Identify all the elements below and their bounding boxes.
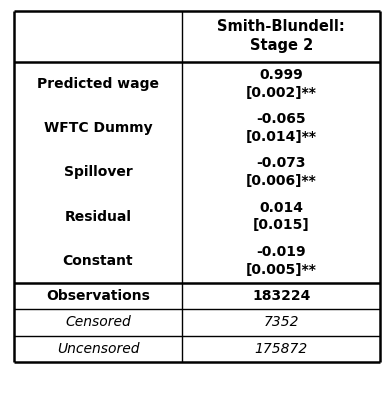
Text: Spillover: Spillover — [64, 165, 132, 179]
Text: Observations: Observations — [46, 289, 150, 303]
Text: -0.019
[0.005]**: -0.019 [0.005]** — [246, 245, 317, 276]
Text: Residual: Residual — [64, 210, 131, 223]
Text: 183224: 183224 — [252, 289, 310, 303]
Text: 7352: 7352 — [264, 315, 299, 329]
Text: WFTC Dummy: WFTC Dummy — [44, 121, 152, 135]
Text: 175872: 175872 — [255, 342, 308, 356]
Text: Censored: Censored — [65, 315, 131, 329]
Text: Smith-Blundell:
Stage 2: Smith-Blundell: Stage 2 — [217, 19, 345, 53]
Text: -0.073
[0.006]**: -0.073 [0.006]** — [246, 157, 317, 188]
Text: 0.014
[0.015]: 0.014 [0.015] — [253, 201, 310, 232]
Text: Predicted wage: Predicted wage — [37, 77, 159, 91]
Text: 0.999
[0.002]**: 0.999 [0.002]** — [246, 68, 317, 100]
Text: -0.065
[0.014]**: -0.065 [0.014]** — [246, 113, 317, 144]
Text: Constant: Constant — [63, 254, 133, 268]
Text: Uncensored: Uncensored — [57, 342, 139, 356]
